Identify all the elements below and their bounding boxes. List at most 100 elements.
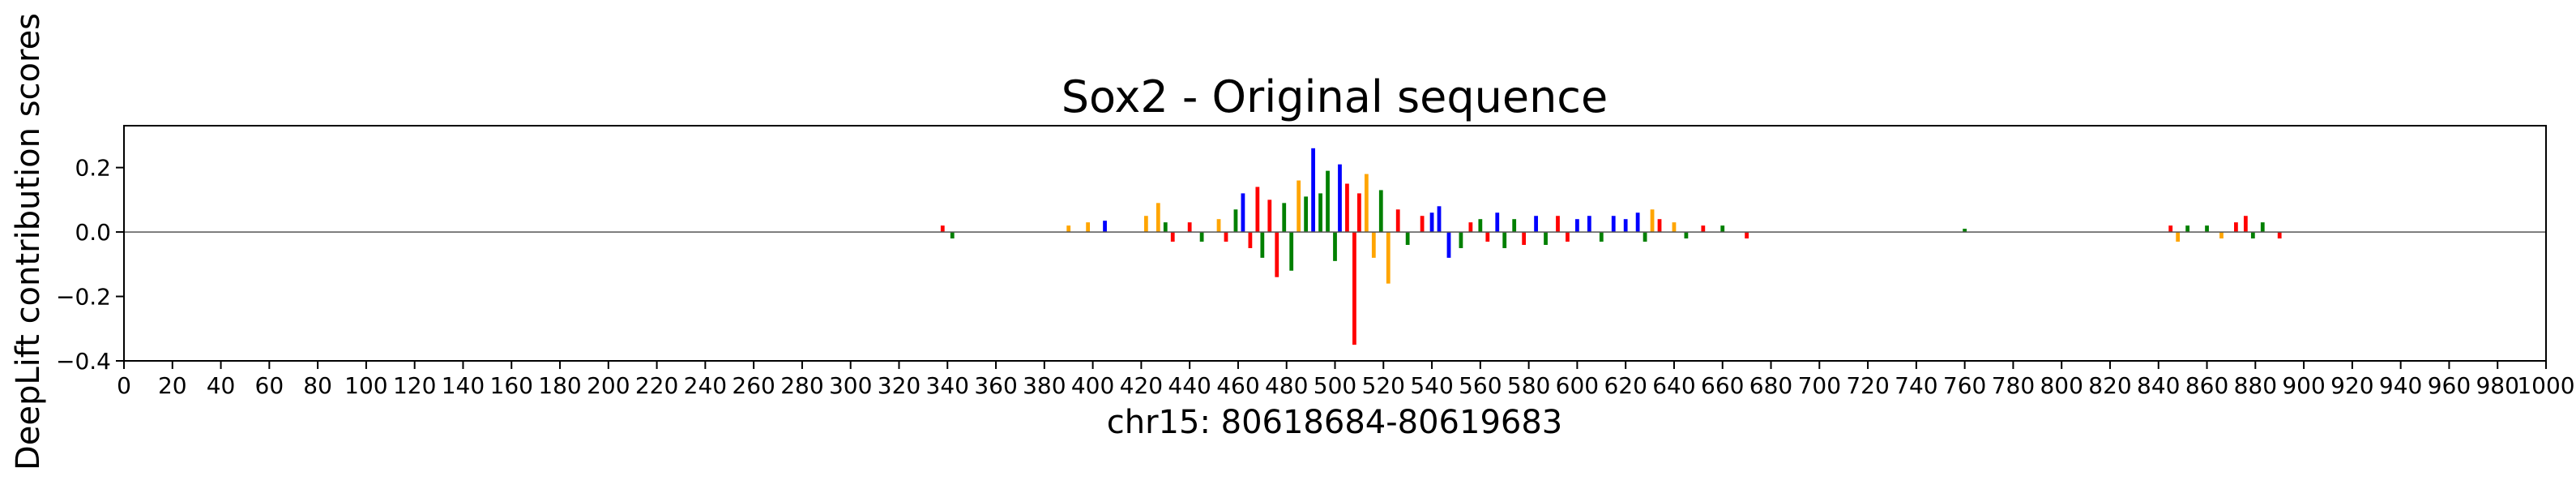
score-bar-78 [2277, 232, 2282, 239]
score-bar-7 [1163, 222, 1168, 233]
x-tick-label: 640 [1652, 372, 1695, 399]
x-tick-label: 240 [684, 372, 727, 399]
x-tick-label: 400 [1071, 372, 1114, 399]
x-tick-label: 940 [2379, 372, 2422, 399]
score-bar-47 [1502, 232, 1507, 248]
score-bar-48 [1512, 219, 1517, 233]
score-bar-14 [1241, 193, 1245, 233]
x-tick-label: 220 [635, 372, 678, 399]
x-tick-label: 360 [974, 372, 1017, 399]
score-bar-38 [1420, 216, 1425, 233]
x-tick-label: 260 [732, 372, 775, 399]
score-bar-66 [1720, 225, 1725, 233]
score-bar-24 [1311, 148, 1315, 233]
score-bar-76 [2250, 232, 2255, 239]
score-bar-64 [1684, 232, 1689, 239]
score-bar-9 [1187, 222, 1192, 233]
score-bar-29 [1345, 183, 1349, 233]
x-tick-label: 560 [1459, 372, 1502, 399]
y-tick-label: −0.4 [56, 348, 111, 375]
x-tick-label: 760 [1943, 372, 1986, 399]
score-bar-55 [1587, 216, 1591, 233]
x-tick-label: 200 [587, 372, 630, 399]
score-bar-11 [1216, 219, 1221, 233]
score-bars [940, 148, 2282, 345]
score-bar-3 [1086, 222, 1091, 233]
x-tick-label: 460 [1216, 372, 1259, 399]
score-bar-13 [1233, 209, 1238, 233]
x-tick-label: 620 [1604, 372, 1647, 399]
score-bar-45 [1485, 232, 1490, 242]
score-bar-0 [940, 225, 945, 233]
score-bar-73 [2219, 232, 2224, 239]
x-tick-label: 540 [1410, 372, 1453, 399]
x-tick-label: 100 [344, 372, 387, 399]
x-tick-label: 880 [2234, 372, 2277, 399]
score-bar-5 [1143, 216, 1148, 233]
y-tick-label: 0.2 [75, 155, 111, 182]
score-bar-20 [1282, 203, 1287, 233]
score-bar-52 [1556, 216, 1560, 233]
score-bar-31 [1356, 193, 1361, 233]
score-bar-15 [1248, 232, 1253, 248]
x-tick-label: 120 [393, 372, 436, 399]
score-bar-4 [1103, 221, 1107, 233]
x-tick-label: 320 [878, 372, 921, 399]
score-bar-23 [1304, 196, 1309, 233]
x-tick-label: 720 [1846, 372, 1889, 399]
x-tick-label: 700 [1798, 372, 1841, 399]
score-bar-2 [1066, 225, 1071, 233]
chart-title: Sox2 - Original sequence [1062, 71, 1608, 122]
score-bar-61 [1650, 209, 1655, 233]
score-bar-22 [1297, 180, 1301, 233]
x-tick-label: 920 [2330, 372, 2373, 399]
x-tick-label: 960 [2428, 372, 2471, 399]
y-tick-label: −0.2 [56, 284, 111, 311]
score-bar-60 [1643, 232, 1647, 242]
score-bar-57 [1611, 216, 1616, 233]
x-tick-label: 500 [1314, 372, 1356, 399]
score-bar-37 [1405, 232, 1410, 245]
x-tick-label: 780 [1992, 372, 2035, 399]
y-axis-ticks: −0.4 −0.2 0.0 0.2 [56, 155, 124, 375]
score-bar-18 [1267, 199, 1272, 233]
score-bar-1 [950, 232, 955, 239]
score-bar-44 [1478, 219, 1483, 233]
x-tick-label: 840 [2137, 372, 2180, 399]
score-bar-68 [1963, 229, 1967, 233]
x-tick-label: 900 [2282, 372, 2325, 399]
score-bar-12 [1224, 232, 1228, 242]
score-bar-74 [2234, 222, 2238, 233]
x-tick-label: 860 [2185, 372, 2228, 399]
score-bar-54 [1575, 219, 1579, 233]
score-bar-30 [1352, 232, 1356, 345]
score-bar-40 [1437, 206, 1442, 233]
score-bar-26 [1326, 170, 1330, 233]
score-bar-10 [1199, 232, 1204, 242]
y-axis-label: DeepLift contribution scores [10, 13, 47, 470]
x-tick-label: 800 [2040, 372, 2083, 399]
score-bar-75 [2243, 216, 2248, 233]
x-tick-label: 140 [442, 372, 485, 399]
score-bar-34 [1378, 190, 1383, 233]
x-tick-label: 440 [1168, 372, 1211, 399]
x-tick-label: 380 [1023, 372, 1066, 399]
x-tick-label: 980 [2476, 372, 2518, 399]
score-bar-70 [2176, 232, 2181, 242]
x-tick-label: 80 [303, 372, 332, 399]
score-bar-17 [1260, 232, 1265, 258]
score-bar-56 [1599, 232, 1604, 242]
score-bar-43 [1468, 222, 1473, 233]
x-tick-label: 680 [1749, 372, 1792, 399]
y-tick-label: 0.0 [75, 219, 111, 246]
score-bar-25 [1318, 193, 1322, 233]
x-tick-label: 160 [490, 372, 533, 399]
x-tick-label: 0 [117, 372, 131, 399]
score-bar-51 [1544, 232, 1548, 245]
score-bar-39 [1429, 212, 1434, 233]
score-bar-27 [1333, 232, 1337, 261]
x-tick-label: 740 [1895, 372, 1937, 399]
x-tick-label: 40 [207, 372, 236, 399]
x-axis-label: chr15: 80618684-80619683 [1107, 404, 1563, 441]
